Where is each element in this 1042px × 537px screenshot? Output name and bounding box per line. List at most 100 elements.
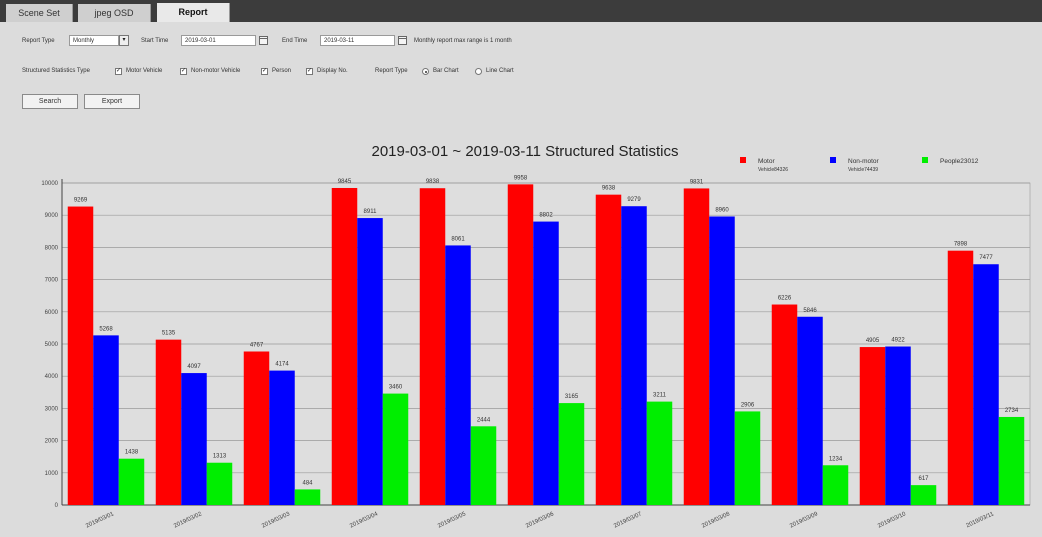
- x-tick-label: 2019/03/04: [349, 511, 379, 529]
- report-type-label: Report Type: [22, 38, 55, 44]
- x-tick-label: 2019/03/03: [261, 511, 291, 529]
- bar: [885, 346, 911, 505]
- legend-swatch: [922, 157, 928, 163]
- legend-swatch: [740, 157, 746, 163]
- x-tick-label: 2019/03/10: [877, 511, 907, 529]
- bar: [470, 426, 497, 505]
- tab-report[interactable]: Report: [157, 3, 230, 22]
- x-tick-label: 2019/03/11: [965, 511, 995, 529]
- bar: [797, 316, 823, 505]
- report-type-select[interactable]: Monthly: [69, 35, 119, 46]
- bar: [683, 188, 710, 505]
- bar: [646, 401, 673, 505]
- bar: [910, 485, 937, 505]
- data-label: 3460: [389, 385, 403, 391]
- bar: [155, 339, 182, 505]
- x-tick-label: 2019/03/08: [701, 511, 731, 529]
- chevron-down-icon[interactable]: ▾: [119, 35, 129, 46]
- legend-swatch: [830, 157, 836, 163]
- bar: [357, 218, 383, 505]
- bar: [419, 188, 446, 505]
- line-chart-radio[interactable]: [475, 68, 482, 75]
- end-time-input[interactable]: 2019-03-11: [320, 35, 395, 46]
- start-time-label: Start Time: [141, 38, 169, 44]
- x-tick-label: 2019/03/02: [173, 511, 203, 529]
- y-tick-label: 4000: [45, 374, 59, 380]
- data-label: 2444: [477, 417, 491, 423]
- bar: [533, 221, 559, 505]
- bar: [67, 206, 94, 505]
- y-tick-label: 5000: [45, 342, 59, 348]
- bar: [558, 403, 585, 505]
- calendar-icon[interactable]: [398, 36, 407, 45]
- bar: [93, 335, 119, 505]
- line-chart-label: Line Chart: [486, 68, 514, 74]
- data-label: 9845: [338, 179, 352, 185]
- stat-type-label: Structured Statistics Type: [22, 68, 90, 74]
- bar: [973, 264, 999, 505]
- y-tick-label: 0: [55, 503, 59, 509]
- display-no-checkbox[interactable]: ✓: [306, 68, 313, 75]
- data-label: 8911: [364, 209, 378, 215]
- data-label: 8061: [451, 236, 465, 242]
- bar: [859, 347, 886, 505]
- start-time-input[interactable]: 2019-03-01: [181, 35, 256, 46]
- plot-area: 0 1000 2000 3000 4000 5000 6000 7000 8000 9000 100…: [41, 175, 1031, 530]
- legend-sublabel: Vehicle84326: [758, 167, 788, 173]
- y-tick-label: 3000: [45, 406, 59, 412]
- tab-scene-set[interactable]: Scene Set: [6, 4, 73, 22]
- data-label: 7477: [979, 255, 993, 261]
- data-label: 2906: [741, 402, 755, 408]
- non-motor-vehicle-checkbox[interactable]: ✓: [180, 68, 187, 75]
- bar: [445, 245, 471, 506]
- bar: [595, 194, 622, 505]
- bar-chart-label: Bar Chart: [433, 68, 459, 74]
- bar: [621, 206, 647, 506]
- motor-vehicle-label: Motor Vehicle: [126, 68, 163, 74]
- y-tick-label: 6000: [45, 310, 59, 316]
- data-label: 9269: [74, 198, 88, 204]
- bar: [331, 187, 358, 505]
- data-label: 4174: [275, 362, 289, 368]
- chart-type-label: Report Type: [375, 68, 408, 74]
- y-tick-label: 2000: [45, 439, 59, 445]
- non-motor-vehicle-label: Non-motor Vehicle: [191, 68, 241, 74]
- y-tick-label: 1000: [45, 471, 59, 477]
- motor-vehicle-checkbox[interactable]: ✓: [115, 68, 122, 75]
- person-checkbox[interactable]: ✓: [261, 68, 268, 75]
- bar: [734, 411, 761, 505]
- x-tick-label: 2019/03/01: [85, 511, 115, 529]
- bar: [206, 462, 233, 505]
- x-tick-label: 2019/03/06: [525, 511, 555, 529]
- legend-label: Motor: [758, 158, 775, 165]
- tab-bar: Scene Set jpeg OSD Report: [0, 0, 1042, 22]
- bar: [998, 416, 1025, 505]
- data-label: 4922: [891, 338, 905, 344]
- export-button[interactable]: Export: [84, 94, 140, 109]
- bar: [269, 370, 295, 505]
- bar: [181, 373, 207, 505]
- y-tick-label: 10000: [41, 181, 58, 187]
- legend-label: Non-motor: [848, 158, 880, 165]
- data-label: 4767: [250, 343, 264, 349]
- data-label: 8802: [539, 213, 553, 219]
- data-label: 3165: [565, 394, 579, 400]
- bar: [709, 216, 735, 505]
- bar: [947, 250, 974, 505]
- x-tick-label: 2019/03/07: [613, 511, 643, 529]
- person-label: Person: [272, 68, 292, 74]
- bar: [822, 465, 849, 505]
- calendar-icon[interactable]: [259, 36, 268, 45]
- legend-sublabel: Vehicle74439: [848, 167, 878, 173]
- bar-chart-radio[interactable]: [422, 68, 429, 75]
- tab-jpeg-osd[interactable]: jpeg OSD: [78, 4, 151, 22]
- data-label: 1438: [125, 450, 139, 456]
- bar: [771, 304, 798, 505]
- y-tick-label: 7000: [45, 278, 59, 284]
- data-label: 8960: [715, 207, 729, 213]
- legend-label: People23012: [940, 158, 979, 165]
- search-button[interactable]: Search: [22, 94, 78, 109]
- display-no-label: Display No.: [317, 68, 348, 74]
- data-label: 9831: [690, 179, 704, 185]
